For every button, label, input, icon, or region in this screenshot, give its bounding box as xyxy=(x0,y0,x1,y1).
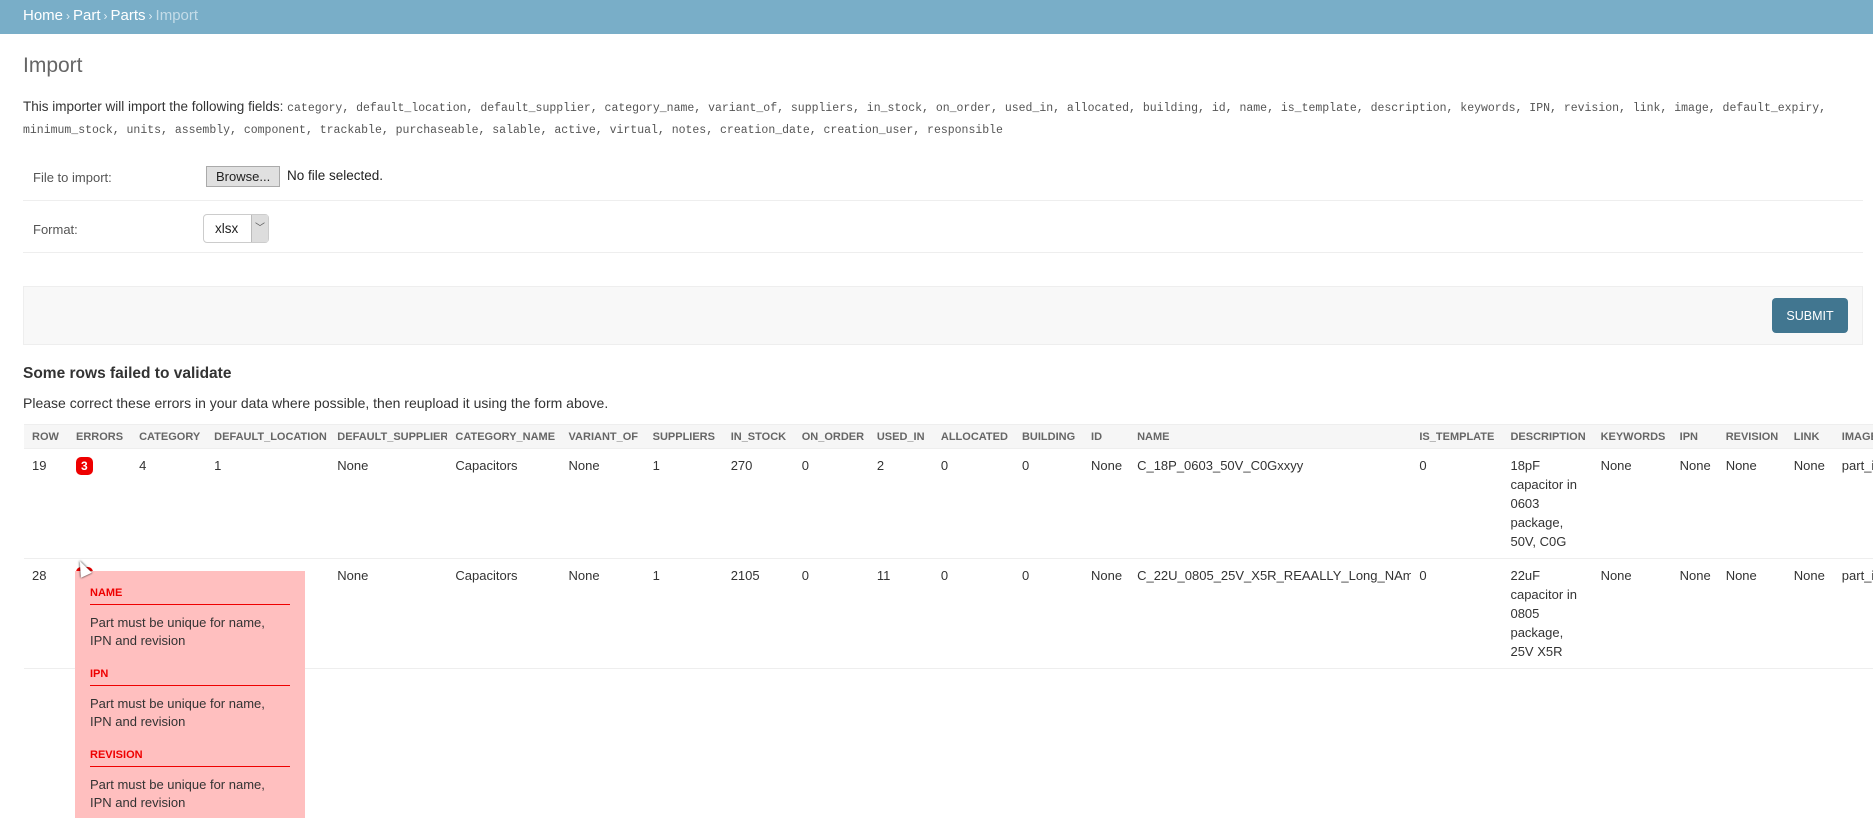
cell-keywords: None xyxy=(1592,448,1672,559)
breadcrumb: Home › Part › Parts › Import xyxy=(0,0,1873,34)
file-status: No file selected. xyxy=(287,168,384,183)
column-header-errors: ERRORS xyxy=(68,424,132,449)
cell-category-name: Capacitors xyxy=(447,448,561,559)
column-header-id: ID xyxy=(1083,424,1130,449)
table-header: ROW ERRORS CATEGORY DEFAULT_LOCATION DEFAULT… xyxy=(24,424,1873,449)
breadcrumb-home[interactable]: Home xyxy=(23,7,64,24)
column-header-suppliers: SUPPLIERS xyxy=(644,424,723,449)
breadcrumb-separator: › xyxy=(148,9,153,23)
cell-category: 4 xyxy=(131,448,207,559)
breadcrumb-separator: › xyxy=(103,9,108,23)
cell-in-stock: 2105 xyxy=(722,558,794,669)
column-header-default-supplier: DEFAULT_SUPPLIER xyxy=(329,424,448,449)
error-field: REVISION xyxy=(90,749,290,767)
column-header-link: LINK xyxy=(1785,424,1834,449)
column-header-keywords: KEYWORDS xyxy=(1592,424,1672,449)
cell-suppliers: 1 xyxy=(644,558,723,669)
cell-suppliers: 1 xyxy=(644,448,723,559)
format-select[interactable]: xlsx ﹀ xyxy=(203,214,269,243)
cell-default-supplier: None xyxy=(329,558,448,669)
cell-in-stock: 270 xyxy=(722,448,794,559)
error-message: Part must be unique for name, IPN and re… xyxy=(90,615,265,648)
errors-message: Please correct these errors in your data… xyxy=(23,395,609,411)
column-header-category-name: CATEGORY_NAME xyxy=(447,424,561,449)
cell-revision: None xyxy=(1717,558,1786,669)
column-header-in-stock: IN_STOCK xyxy=(722,424,794,449)
cell-allocated: 0 xyxy=(932,558,1014,669)
cell-variant-of: None xyxy=(560,558,645,669)
submit-row: SUBMIT xyxy=(23,286,1863,345)
column-header-description: DESCRIPTION xyxy=(1502,424,1593,449)
column-header-revision: REVISION xyxy=(1717,424,1786,449)
cell-on-order: 0 xyxy=(793,448,869,559)
column-header-used-in: USED_IN xyxy=(868,424,933,449)
cell-ipn: None xyxy=(1671,448,1718,559)
column-header-variant-of: VARIANT_OF xyxy=(560,424,645,449)
cell-default-location: 1 xyxy=(206,448,330,559)
page-title: Import xyxy=(23,54,83,77)
cell-used-in: 2 xyxy=(868,448,933,559)
browse-button[interactable]: Browse... xyxy=(206,166,281,187)
error-field: IPN xyxy=(90,668,290,686)
chevron-down-icon: ﹀ xyxy=(251,215,268,242)
column-header-default-location: DEFAULT_LOCATION xyxy=(206,424,330,449)
fields-description: This importer will import the following … xyxy=(23,97,1853,141)
cell-used-in: 11 xyxy=(868,558,933,669)
column-header-is-template: IS_TEMPLATE xyxy=(1411,424,1503,449)
cell-building: 0 xyxy=(1013,448,1084,559)
cell-ipn: None xyxy=(1671,558,1718,669)
error-tooltip: NAME Part must be unique for name, IPN an… xyxy=(75,571,305,818)
breadcrumb-separator: › xyxy=(66,9,71,23)
column-header-building: BUILDING xyxy=(1013,424,1084,449)
file-label: File to import: xyxy=(33,170,112,185)
breadcrumb-parts[interactable]: Parts xyxy=(110,7,146,24)
error-field: NAME xyxy=(90,587,290,605)
column-header-row: ROW xyxy=(24,424,69,449)
error-message: Part must be unique for name, IPN and re… xyxy=(90,777,265,810)
column-header-ipn: IPN xyxy=(1671,424,1718,449)
cell-is-template: 0 xyxy=(1411,448,1503,559)
cell-allocated: 0 xyxy=(932,448,1014,559)
fields-list: category, default_location, default_supp… xyxy=(23,102,1827,137)
cell-id: None xyxy=(1083,448,1130,559)
cell-errors: 3 xyxy=(68,448,132,559)
cell-is-template: 0 xyxy=(1411,558,1503,669)
column-header-on-order: ON_ORDER xyxy=(793,424,869,449)
cell-description: 22uF capacitor in 0805 package, 25V X5R xyxy=(1502,558,1593,669)
cell-row: 28 xyxy=(24,558,69,669)
format-value: xlsx xyxy=(215,221,239,236)
error-message: Part must be unique for name, IPN and re… xyxy=(90,696,265,729)
cell-default-supplier: None xyxy=(329,448,448,559)
column-header-allocated: ALLOCATED xyxy=(932,424,1014,449)
cell-link: None xyxy=(1785,448,1834,559)
column-header-category: CATEGORY xyxy=(131,424,207,449)
cell-row: 19 xyxy=(24,448,69,559)
cell-building: 0 xyxy=(1013,558,1084,669)
table-row: 19 3 4 1 None Capacitors None 1 270 0 2 0 0 None C_18P… xyxy=(24,448,1873,559)
cell-name: C_22U_0805_25V_X5R_REAALLY_Long_NAme xyxy=(1129,558,1412,669)
format-row: Format: xlsx ﹀ xyxy=(23,214,1863,253)
breadcrumb-current: Import xyxy=(155,7,199,24)
file-row: File to import: Browse... No file select… xyxy=(23,166,1863,201)
cell-link: None xyxy=(1785,558,1834,669)
error-count-badge[interactable]: 3 xyxy=(76,457,93,475)
errors-table: ROW ERRORS CATEGORY DEFAULT_LOCATION DEFAULT… xyxy=(24,424,1873,669)
cell-image: part_images xyxy=(1833,558,1873,669)
cell-description: 18pF capacitor in 0603 package, 50V, C0G xyxy=(1502,448,1593,559)
cell-name: C_18P_0603_50V_C0Gxxyy xyxy=(1129,448,1412,559)
cell-revision: None xyxy=(1717,448,1786,559)
cell-id: None xyxy=(1083,558,1130,669)
cell-on-order: 0 xyxy=(793,558,869,669)
breadcrumb-part[interactable]: Part xyxy=(73,7,101,24)
format-label: Format: xyxy=(33,222,78,237)
errors-heading: Some rows failed to validate xyxy=(23,365,232,382)
column-header-image: IMAGE xyxy=(1833,424,1873,449)
cell-category-name: Capacitors xyxy=(447,558,561,669)
cell-keywords: None xyxy=(1592,558,1672,669)
cell-variant-of: None xyxy=(560,448,645,559)
submit-button[interactable]: SUBMIT xyxy=(1772,298,1848,333)
column-header-name: NAME xyxy=(1129,424,1412,449)
cell-image: part_images xyxy=(1833,448,1873,559)
fields-intro: This importer will import the following … xyxy=(23,99,284,114)
